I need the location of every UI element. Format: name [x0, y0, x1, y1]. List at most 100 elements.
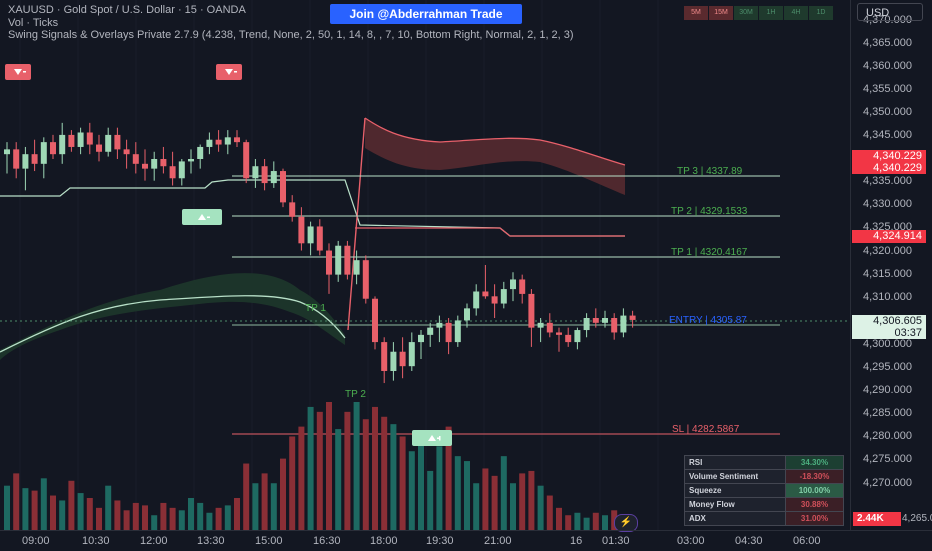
candle[interactable]: [602, 318, 608, 323]
candle[interactable]: [280, 171, 286, 203]
candle[interactable]: [546, 322, 553, 333]
candle[interactable]: [326, 250, 332, 275]
candle[interactable]: [620, 315, 627, 333]
buy-signal-flag[interactable]: [182, 209, 222, 225]
price-axis[interactable]: 4,370.000 4,365.000 4,360.000 4,355.000 4,35…: [850, 0, 932, 530]
tf-15m[interactable]: 15M: [709, 6, 733, 20]
candle[interactable]: [59, 134, 66, 155]
candle[interactable]: [77, 132, 84, 147]
indicator-legend[interactable]: Swing Signals & Overlays Private 2.7.9 (…: [8, 29, 574, 41]
candle[interactable]: [68, 134, 75, 147]
candle[interactable]: [316, 226, 323, 251]
candle[interactable]: [537, 322, 544, 328]
tf-1d[interactable]: 1D: [809, 6, 833, 20]
buy-signal-flag[interactable]: [412, 430, 452, 446]
sell-signal-flag[interactable]: [5, 64, 31, 80]
volume-bar: [537, 485, 544, 530]
candle[interactable]: [307, 226, 314, 244]
price-axis-label: 4,310.000: [863, 291, 912, 303]
time-axis-label: 12:00: [140, 535, 168, 547]
candle[interactable]: [362, 260, 369, 299]
volume-bar: [464, 461, 470, 530]
candle[interactable]: [408, 342, 415, 367]
lightning-icon[interactable]: ⚡: [614, 514, 638, 532]
tf-1h[interactable]: 1H: [759, 6, 783, 20]
candle[interactable]: [445, 322, 452, 343]
candle[interactable]: [261, 166, 268, 184]
axis-label-4265: 4,265.000: [902, 513, 932, 524]
candle[interactable]: [132, 154, 139, 164]
candle[interactable]: [344, 245, 351, 275]
candle[interactable]: [473, 291, 480, 309]
candle[interactable]: [234, 137, 240, 143]
candle[interactable]: [224, 137, 231, 145]
candle[interactable]: [123, 149, 130, 155]
candle[interactable]: [418, 334, 424, 343]
candle[interactable]: [178, 161, 185, 179]
tf-5m[interactable]: 5M: [684, 6, 708, 20]
candle[interactable]: [592, 318, 599, 323]
candle[interactable]: [436, 322, 443, 328]
candle[interactable]: [96, 144, 102, 152]
candle[interactable]: [491, 296, 498, 304]
candle[interactable]: [289, 202, 296, 217]
candle[interactable]: [270, 171, 277, 184]
candle[interactable]: [50, 142, 56, 155]
candle[interactable]: [519, 279, 526, 294]
candle[interactable]: [565, 334, 572, 343]
price-axis-label: 4,335.000: [863, 175, 912, 187]
candle[interactable]: [482, 291, 489, 297]
chart-area[interactable]: XAUUSD · Gold Spot / U.S. Dollar · 15 · …: [0, 0, 850, 532]
candle[interactable]: [4, 149, 10, 155]
candle[interactable]: [500, 289, 507, 304]
candle[interactable]: [335, 245, 342, 275]
volume-bar: [408, 451, 415, 530]
candle[interactable]: [151, 159, 158, 169]
candle[interactable]: [142, 163, 148, 169]
symbol-title[interactable]: XAUUSD · Gold Spot / U.S. Dollar · 15 · …: [8, 4, 246, 16]
candle[interactable]: [372, 298, 378, 343]
candle[interactable]: [215, 139, 222, 145]
candle[interactable]: [528, 293, 535, 328]
volume-legend[interactable]: Vol · Ticks: [8, 16, 59, 29]
candle[interactable]: [611, 318, 618, 333]
currency-selector[interactable]: USD: [857, 3, 923, 21]
time-axis[interactable]: [0, 530, 932, 551]
candle[interactable]: [206, 139, 213, 147]
candle[interactable]: [464, 308, 470, 321]
candle[interactable]: [252, 166, 259, 179]
candle[interactable]: [31, 154, 38, 164]
candle[interactable]: [298, 216, 305, 244]
candle[interactable]: [197, 146, 204, 159]
candle[interactable]: [86, 132, 93, 145]
tf-4h[interactable]: 4H: [784, 6, 808, 20]
candle[interactable]: [353, 260, 360, 275]
price-axis-label: 4,280.000: [863, 430, 912, 442]
candle[interactable]: [556, 332, 562, 335]
candle[interactable]: [13, 149, 20, 169]
candle[interactable]: [114, 134, 121, 150]
candle[interactable]: [583, 318, 590, 331]
price-axis-label: 4,355.000: [863, 83, 912, 95]
candle[interactable]: [399, 351, 406, 367]
candle[interactable]: [381, 342, 388, 371]
candle[interactable]: [105, 134, 112, 152]
candle[interactable]: [22, 154, 29, 169]
candle[interactable]: [574, 330, 581, 343]
candle[interactable]: [160, 159, 167, 167]
candle[interactable]: [629, 315, 636, 320]
candle[interactable]: [427, 327, 434, 335]
candle[interactable]: [454, 320, 461, 343]
candle[interactable]: [243, 142, 250, 179]
candle[interactable]: [188, 159, 194, 162]
price-plot[interactable]: [0, 0, 850, 530]
candle[interactable]: [40, 142, 47, 164]
tf-30m[interactable]: 30M: [734, 6, 758, 20]
candle[interactable]: [169, 166, 176, 179]
candle[interactable]: [510, 279, 516, 290]
candle[interactable]: [390, 351, 397, 371]
volume-bar: [473, 483, 480, 530]
volume-bar: [234, 498, 240, 530]
join-banner[interactable]: Join @Abderrahman Trade: [330, 4, 522, 24]
sell-signal-flag[interactable]: [216, 64, 242, 80]
